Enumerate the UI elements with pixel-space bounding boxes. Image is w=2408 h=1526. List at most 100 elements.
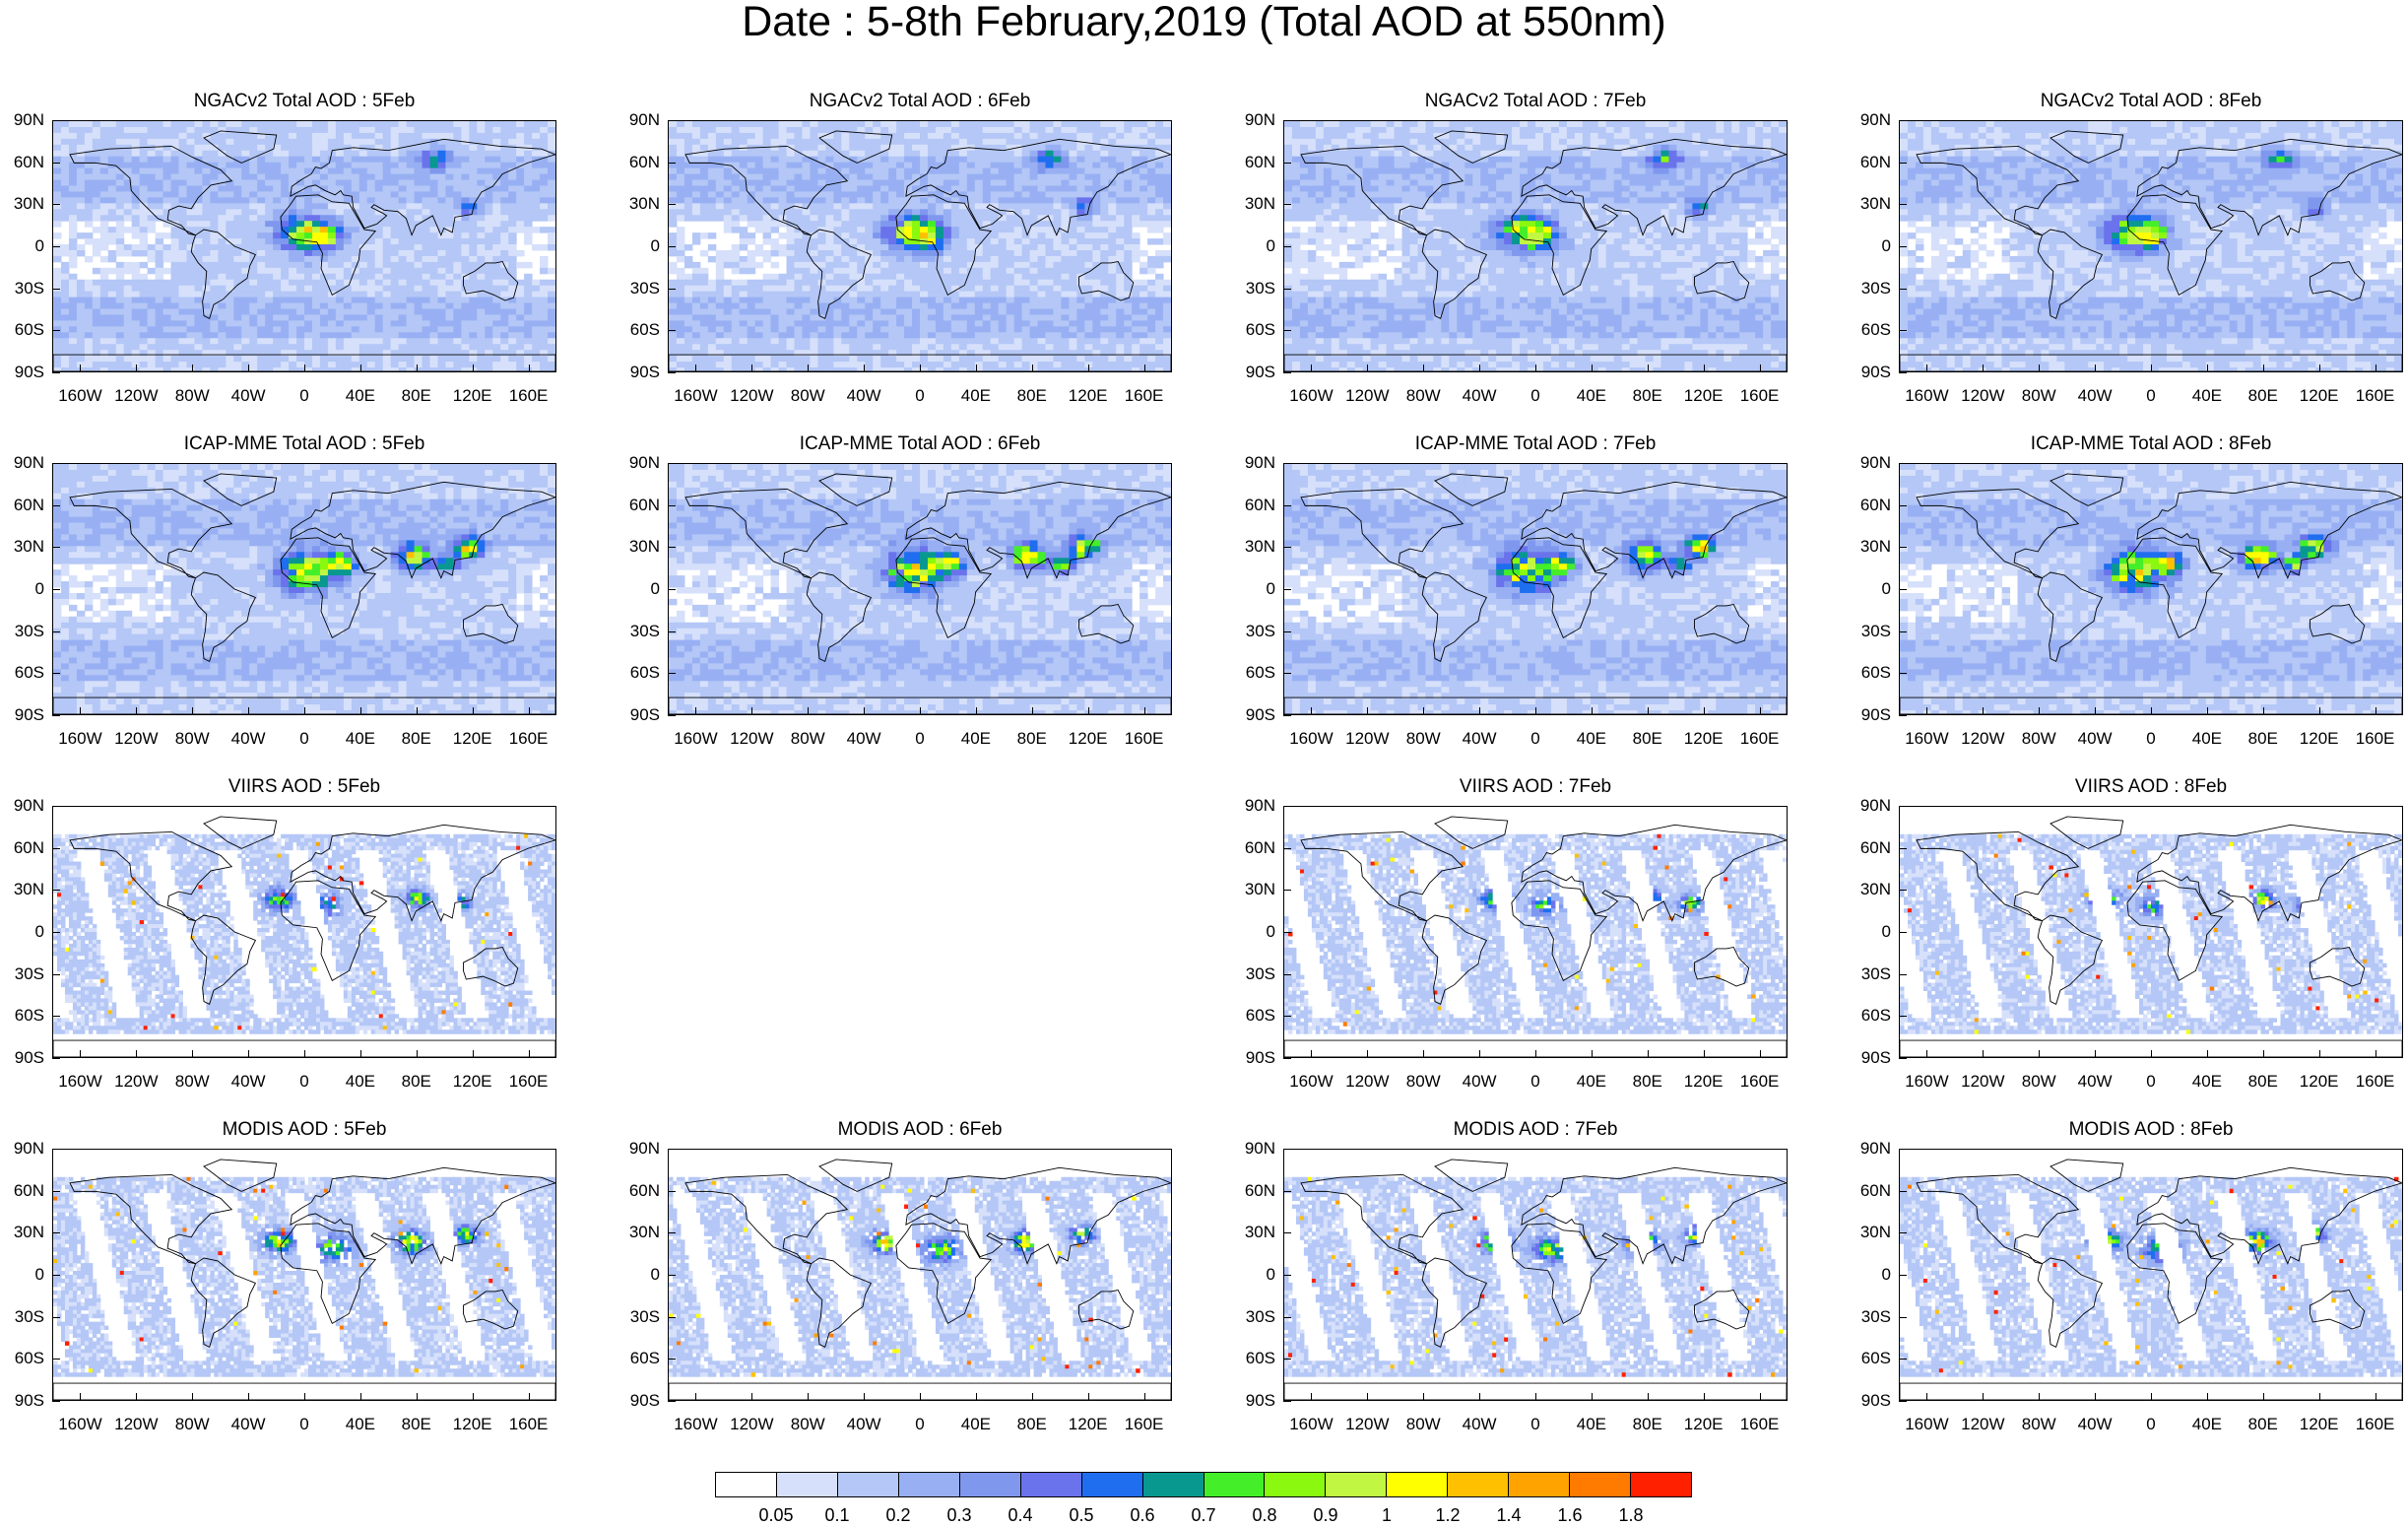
aod-field bbox=[53, 464, 555, 714]
lon-tick bbox=[529, 365, 530, 372]
lon-tick-label: 120W bbox=[1953, 1415, 2012, 1434]
lon-tick-label: 0 bbox=[275, 1415, 334, 1434]
lon-tick-label: 0 bbox=[890, 1415, 949, 1434]
lon-tick bbox=[2039, 1393, 2040, 1401]
lon-tick-label: 40W bbox=[2065, 1415, 2124, 1434]
lon-tick-label: 160E bbox=[2346, 729, 2405, 749]
lat-tick bbox=[52, 1401, 60, 1402]
lon-tick bbox=[529, 1050, 530, 1058]
lon-tick bbox=[529, 1393, 530, 1401]
lat-tick-label: 60N bbox=[1232, 1181, 1275, 1201]
lon-tick bbox=[248, 365, 249, 372]
lat-tick bbox=[1283, 1401, 1291, 1402]
lon-tick-label: 80E bbox=[1003, 386, 1062, 406]
lat-tick bbox=[52, 1232, 60, 1233]
lon-tick-label: 80W bbox=[2009, 1415, 2068, 1434]
lon-tick-label: 80E bbox=[1618, 386, 1677, 406]
lat-tick-label: 30S bbox=[1232, 622, 1275, 641]
lon-tick-label: 120E bbox=[2290, 729, 2349, 749]
lat-tick bbox=[668, 547, 676, 548]
lon-tick bbox=[1648, 365, 1649, 372]
lat-tick-label: 30N bbox=[1, 1223, 44, 1242]
lon-tick-label: 0 bbox=[1506, 729, 1565, 749]
lon-tick bbox=[2207, 707, 2208, 715]
lat-tick bbox=[52, 246, 60, 247]
lon-tick bbox=[1479, 707, 1480, 715]
lon-tick-label: 80E bbox=[387, 1415, 446, 1434]
lon-tick bbox=[2207, 365, 2208, 372]
lat-tick-label: 0 bbox=[1848, 579, 1891, 599]
aod-field bbox=[53, 121, 555, 371]
colorbar-box bbox=[1021, 1473, 1082, 1496]
lon-tick bbox=[1144, 365, 1145, 372]
aod-heatmap bbox=[53, 464, 555, 714]
lon-tick bbox=[304, 365, 305, 372]
lon-tick-label: 40E bbox=[331, 386, 390, 406]
lon-tick bbox=[2095, 707, 2096, 715]
lon-tick-label: 80W bbox=[163, 729, 222, 749]
lon-tick bbox=[1032, 707, 1033, 715]
lon-tick-label: 0 bbox=[2121, 1072, 2180, 1092]
lon-tick-label: 80E bbox=[1618, 729, 1677, 749]
aod-heatmap bbox=[1900, 121, 2402, 371]
lon-tick-label: 40W bbox=[834, 1415, 893, 1434]
lon-tick bbox=[2319, 1050, 2320, 1058]
lat-tick bbox=[668, 1232, 676, 1233]
lat-tick bbox=[52, 163, 60, 164]
lon-tick bbox=[2263, 707, 2264, 715]
lon-tick bbox=[417, 1393, 418, 1401]
lat-tick-label: 60N bbox=[1848, 838, 1891, 858]
lat-tick bbox=[1283, 715, 1291, 716]
lon-tick-label: 0 bbox=[1506, 1415, 1565, 1434]
lon-tick bbox=[2263, 365, 2264, 372]
lon-tick-label: 80W bbox=[778, 386, 837, 406]
lat-tick-label: 0 bbox=[1232, 922, 1275, 942]
lon-tick bbox=[1704, 1393, 1705, 1401]
colorbar-box bbox=[1631, 1473, 1691, 1496]
lon-tick bbox=[1704, 365, 1705, 372]
lat-tick bbox=[1899, 505, 1907, 506]
lat-tick bbox=[1899, 715, 1907, 716]
lat-tick-label: 0 bbox=[617, 236, 660, 256]
lat-tick bbox=[52, 1058, 60, 1059]
aod-heatmap bbox=[669, 121, 1171, 371]
lat-tick-label: 60S bbox=[1, 1006, 44, 1026]
lat-tick bbox=[52, 848, 60, 849]
lon-tick-label: 120E bbox=[1674, 729, 1733, 749]
aod-map-panel bbox=[668, 1149, 1172, 1401]
lon-tick-label: 160E bbox=[1730, 1415, 1790, 1434]
lat-tick bbox=[1283, 246, 1291, 247]
lat-tick-label: 30S bbox=[1848, 622, 1891, 641]
lat-tick bbox=[52, 505, 60, 506]
lon-tick bbox=[2375, 707, 2376, 715]
lat-tick bbox=[52, 1191, 60, 1192]
lat-tick-label: 0 bbox=[1848, 236, 1891, 256]
lon-tick-label: 40W bbox=[219, 1415, 278, 1434]
lon-tick bbox=[2375, 1393, 2376, 1401]
lat-tick-label: 0 bbox=[1848, 1265, 1891, 1285]
lon-tick bbox=[2319, 365, 2320, 372]
lat-tick-label: 30S bbox=[1848, 964, 1891, 984]
lon-tick-label: 120W bbox=[1337, 729, 1397, 749]
lat-tick bbox=[668, 631, 676, 632]
lat-tick-label: 0 bbox=[617, 1265, 660, 1285]
aod-field bbox=[1284, 464, 1787, 714]
lon-tick-label: 120W bbox=[106, 386, 165, 406]
lat-tick bbox=[1283, 1191, 1291, 1192]
aod-map-panel bbox=[1283, 1149, 1788, 1401]
colorbar-box bbox=[1570, 1473, 1631, 1496]
aod-field bbox=[1900, 464, 2402, 714]
lon-tick-label: 80W bbox=[163, 386, 222, 406]
lon-tick bbox=[1479, 1393, 1480, 1401]
lon-tick bbox=[1926, 1050, 1927, 1058]
lon-tick bbox=[2095, 365, 2096, 372]
lat-tick bbox=[52, 372, 60, 373]
lon-tick bbox=[2151, 365, 2152, 372]
lon-tick bbox=[1423, 1393, 1424, 1401]
aod-heatmap bbox=[53, 1150, 555, 1400]
lat-tick bbox=[52, 806, 60, 807]
aod-map-panel bbox=[1899, 806, 2403, 1058]
lat-tick-label: 60S bbox=[1232, 663, 1275, 683]
lat-tick-label: 90N bbox=[1, 110, 44, 130]
lon-tick-label: 40E bbox=[946, 1415, 1006, 1434]
